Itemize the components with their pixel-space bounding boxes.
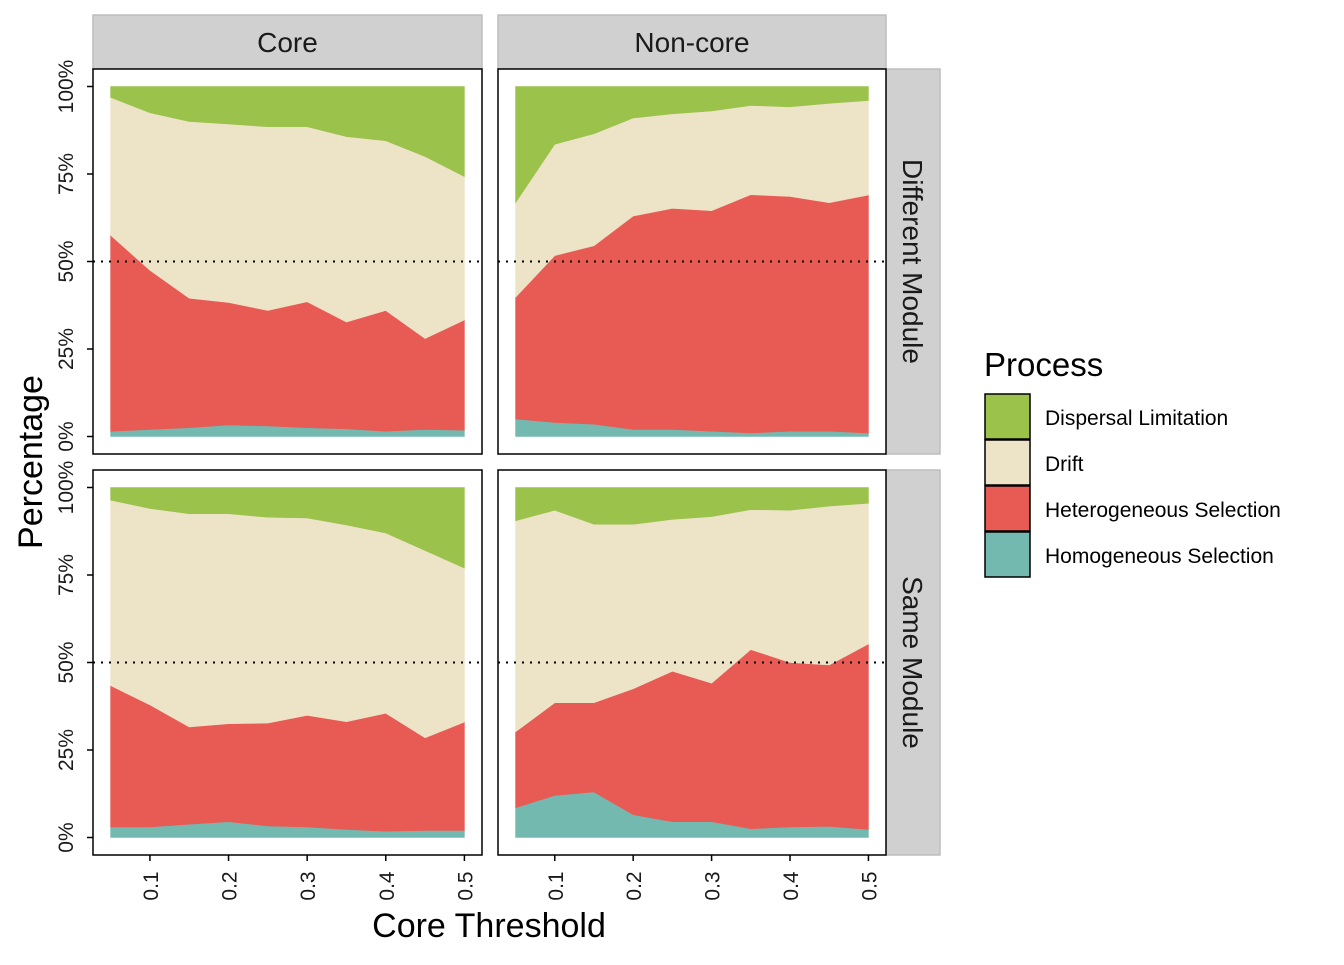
y-tick-label: 0%: [55, 421, 78, 451]
strip-label-different-module: Different Module: [897, 159, 928, 364]
strip-same-module-background: [885, 469, 941, 856]
legend-item-drift: Drift: [984, 439, 1084, 486]
area-dispersal-limitation: [110, 487, 465, 569]
legend-label: Homogeneous Selection: [1045, 545, 1274, 568]
x-axis-non-core: 0.1 0.2 0.3 0.4 0.5: [545, 855, 881, 901]
x-tick-label: 0.5: [858, 871, 881, 900]
y-axis-different-module: 0% 25% 50% 75% 100%: [55, 60, 93, 452]
panel-core-same-module: [92, 469, 483, 856]
x-tick-label: 0.1: [545, 871, 568, 900]
x-axis-title: Core Threshold: [372, 907, 606, 945]
panels: [92, 68, 887, 856]
legend-label: Dispersal Limitation: [1045, 407, 1228, 430]
strip-label-non-core: Non-core: [634, 27, 749, 58]
strip-different-module-background: [885, 68, 941, 455]
strip-non-core-background: [497, 14, 887, 70]
legend-swatch: [984, 485, 1031, 532]
y-tick-label: 75%: [55, 153, 78, 195]
x-tick-label: 0.1: [140, 871, 163, 900]
x-tick-label: 0.4: [376, 871, 399, 901]
panel-core-different-module: [92, 68, 483, 455]
panel-non-core-different-module: [497, 68, 887, 455]
legend-label: Drift: [1045, 453, 1084, 476]
strip-label-same-module: Same Module: [897, 576, 928, 749]
panel-border: [497, 68, 887, 455]
legend-item-dispersal-limitation: Dispersal Limitation: [984, 393, 1228, 440]
legend-title: Process: [984, 346, 1103, 383]
legend-item-homogeneous-selection: Homogeneous Selection: [984, 531, 1274, 578]
y-tick-label: 100%: [55, 60, 78, 114]
y-axes: 0% 25% 50% 75% 100% 0% 25% 50% 75% 100%: [55, 60, 93, 853]
legend-label: Heterogeneous Selection: [1045, 499, 1281, 522]
column-strips: Core Non-core: [92, 14, 887, 70]
panel-border: [497, 469, 887, 856]
y-tick-label: 100%: [55, 461, 78, 515]
x-tick-label: 0.5: [454, 871, 477, 900]
area-dispersal-limitation: [110, 86, 465, 177]
legend-item-heterogeneous-selection: Heterogeneous Selection: [984, 485, 1281, 532]
legend: Process Dispersal Limitation Drift Heterog…: [984, 346, 1281, 578]
x-axis-core: 0.1 0.2 0.3 0.4 0.5: [140, 855, 477, 901]
strip-label-core: Core: [257, 27, 318, 58]
y-tick-label: 50%: [55, 641, 78, 683]
strip-core-background: [92, 14, 483, 70]
legend-swatch: [984, 439, 1031, 486]
x-tick-label: 0.2: [219, 871, 242, 900]
y-axis-same-module: 0% 25% 50% 75% 100%: [55, 461, 93, 853]
y-tick-label: 50%: [55, 240, 78, 282]
x-tick-label: 0.2: [623, 871, 646, 900]
area-dispersal-limitation: [515, 86, 869, 204]
y-tick-label: 0%: [55, 822, 78, 852]
area-dispersal-limitation: [515, 487, 869, 525]
y-axis-title: Percentage: [12, 375, 50, 549]
y-tick-label: 25%: [55, 729, 78, 771]
x-axes: 0.1 0.2 0.3 0.4 0.5 0.1 0.2 0.3 0.4 0.5: [140, 855, 881, 901]
x-tick-label: 0.3: [702, 871, 725, 900]
x-tick-label: 0.3: [297, 871, 320, 900]
y-tick-label: 75%: [55, 554, 78, 596]
y-tick-label: 25%: [55, 328, 78, 370]
legend-swatch: [984, 393, 1031, 440]
row-strips: Different Module Same Module: [885, 68, 941, 856]
legend-swatch: [984, 531, 1031, 578]
x-tick-label: 0.4: [780, 871, 803, 901]
panel-non-core-same-module: [497, 469, 887, 856]
